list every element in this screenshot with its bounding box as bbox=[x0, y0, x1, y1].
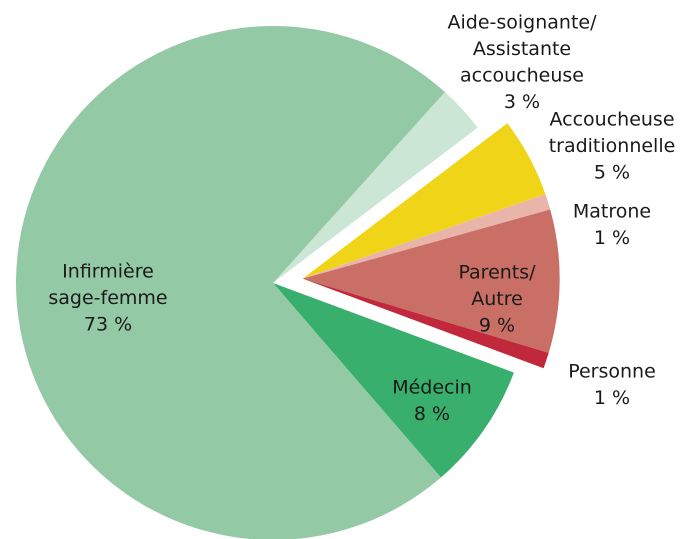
slice-label: traditionnelle bbox=[549, 135, 676, 157]
slice-label: Matrone bbox=[573, 201, 651, 223]
slice-label: Personne bbox=[568, 361, 656, 383]
slice-value-label: 3 % bbox=[504, 91, 540, 113]
slice-value-label: 9 % bbox=[479, 315, 515, 337]
slice-value-label: 8 % bbox=[414, 403, 450, 425]
pie-slice bbox=[273, 92, 478, 283]
slice-label: Aide-soignante/ bbox=[447, 12, 597, 34]
slice-value-label: 5 % bbox=[594, 162, 630, 184]
pie-slice bbox=[302, 194, 551, 279]
slice-label: Autre bbox=[471, 288, 523, 310]
slice-label: Assistante bbox=[473, 38, 571, 60]
pie-slice bbox=[16, 26, 445, 539]
pie-slice bbox=[273, 283, 514, 478]
slice-label: Infirmière bbox=[62, 261, 154, 283]
pie-slice bbox=[302, 278, 549, 369]
pie-slice bbox=[302, 209, 560, 353]
slice-value-label: 1 % bbox=[594, 387, 630, 409]
pie-slice bbox=[302, 123, 546, 279]
slice-label: sage-femme bbox=[48, 287, 167, 309]
slice-label: Médecin bbox=[392, 377, 472, 399]
slice-label: accoucheuse bbox=[460, 65, 584, 87]
slice-value-label: 73 % bbox=[84, 314, 132, 336]
slice-label: Parents/ bbox=[458, 262, 536, 284]
slice-label: Accoucheuse bbox=[549, 109, 674, 131]
slice-value-label: 1 % bbox=[594, 227, 630, 249]
